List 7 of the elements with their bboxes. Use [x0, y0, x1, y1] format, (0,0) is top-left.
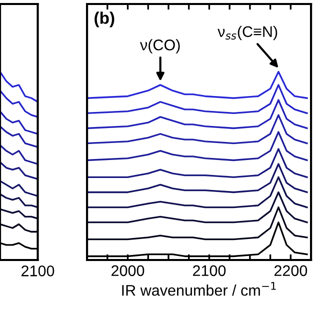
x-tick-label: 2100 — [193, 265, 226, 276]
x-axis-title: IR wavenumber / cm$^{−1}$ — [122, 282, 276, 296]
x-tick-label: 2200 — [274, 265, 308, 276]
annotation: ν$_{ss}$(C≡N) — [218, 26, 278, 40]
text: (b) — [94, 12, 114, 28]
annotation: ν(CO) — [140, 39, 180, 54]
x-tick-label: 2000 — [112, 265, 144, 276]
